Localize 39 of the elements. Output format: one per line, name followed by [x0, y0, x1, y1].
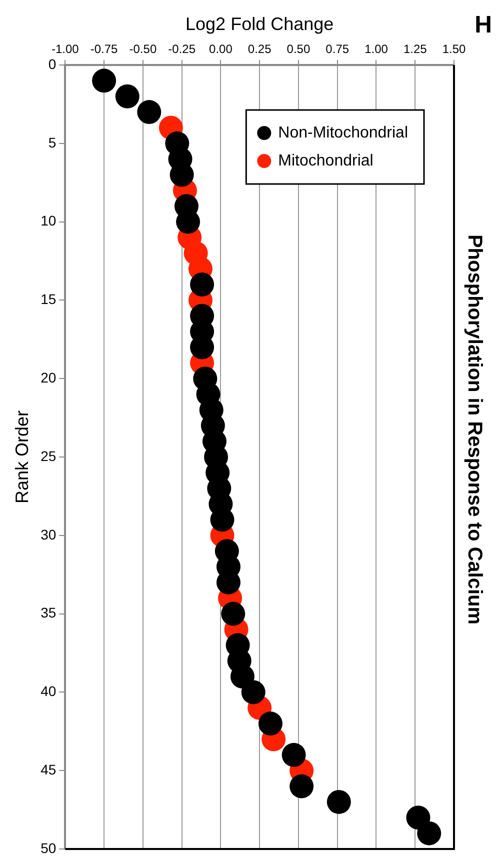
- x-tick-label: -0.50: [129, 42, 157, 56]
- point: [221, 602, 246, 626]
- y-tick-label: 30: [40, 526, 56, 542]
- y-tick-label: 10: [40, 212, 56, 229]
- point: [326, 790, 351, 814]
- point: [137, 100, 162, 124]
- y-tick-label: 40: [40, 683, 56, 700]
- y-tick-label: 0: [48, 56, 56, 72]
- x-axis-title: Log2 Fold Change: [186, 14, 334, 34]
- y-tick-label: 45: [40, 761, 56, 778]
- x-tick-label: 0.25: [248, 42, 272, 56]
- point: [92, 68, 116, 93]
- text: Phosphorylation in Response to Calcium: [463, 234, 486, 625]
- y-tick-label: 5: [48, 134, 56, 150]
- x-tick-label: -0.25: [168, 42, 196, 56]
- point: [258, 712, 282, 736]
- point: [241, 680, 266, 704]
- x-tick-label: 0.00: [209, 42, 233, 56]
- point: [417, 821, 442, 846]
- x-tick-label: 1.25: [403, 42, 428, 56]
- point: [190, 272, 214, 297]
- point: [282, 742, 306, 767]
- legend-label: Mitochondrial: [278, 152, 374, 170]
- y-tick-label: 15: [40, 291, 56, 308]
- y-tick-label: 50: [40, 840, 56, 856]
- text: H: [474, 12, 492, 39]
- x-tick-label: 0.75: [326, 42, 350, 56]
- y-tick-label: 20: [40, 369, 56, 386]
- x-tick-label: 0.50: [286, 42, 310, 56]
- point: [290, 774, 314, 798]
- x-tick-label: -0.75: [90, 42, 118, 56]
- x-tick-label: 1.50: [442, 42, 466, 56]
- y-tick-label: 35: [40, 604, 56, 621]
- x-tick-label: -1.00: [51, 42, 80, 56]
- x-tick-label: 1.00: [364, 42, 388, 56]
- point: [115, 84, 140, 108]
- legend-label: Non-Mitochondrial: [278, 124, 408, 142]
- y-axis-title: Rank Order: [12, 410, 32, 504]
- y-tick-label: 25: [40, 448, 56, 464]
